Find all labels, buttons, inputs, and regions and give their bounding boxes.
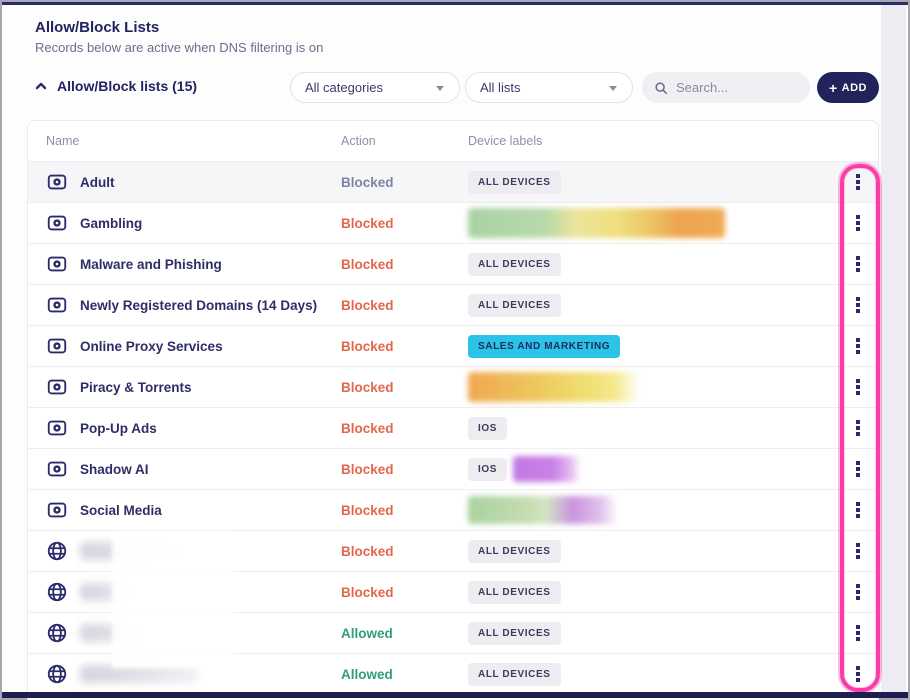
row-name: Newly Registered Domains (14 Days) — [80, 297, 318, 313]
add-button[interactable]: + ADD — [817, 72, 879, 103]
category-icon — [47, 461, 67, 477]
row-name: Social Media — [80, 502, 162, 518]
row-name: Piracy & Torrents — [80, 379, 192, 395]
scrollbar-gutter[interactable] — [881, 5, 906, 692]
row-action-status: Blocked — [341, 461, 394, 477]
device-label-badge: ALL DEVICES — [468, 539, 561, 563]
kebab-menu-button[interactable] — [848, 291, 868, 319]
redacted-device-label — [468, 496, 618, 524]
device-label-badge: ALL DEVICES — [468, 580, 561, 604]
kebab-menu-button[interactable] — [848, 209, 868, 237]
add-button-label: ADD — [841, 81, 868, 94]
row-action-status: Blocked — [341, 584, 394, 600]
category-icon — [47, 174, 67, 190]
page-title: Allow/Block Lists — [35, 19, 160, 36]
category-icon — [47, 338, 67, 354]
section-label: Allow/Block lists (15) — [57, 78, 198, 94]
category-icon — [47, 256, 67, 272]
table-row[interactable]: Gambling Blocked — [28, 202, 878, 243]
categories-filter-dropdown[interactable]: All categories — [290, 72, 460, 103]
table-row[interactable]: Online Proxy Services Blocked SALES AND MA… — [28, 325, 878, 366]
row-name: Online Proxy Services — [80, 338, 223, 354]
lists-filter-value: All lists — [480, 80, 521, 95]
device-label-badge: IOS — [468, 416, 508, 440]
row-action-status: Allowed — [341, 666, 393, 682]
device-label-badge: ALL DEVICES — [468, 621, 561, 645]
lists-filter-dropdown[interactable]: All lists — [465, 72, 633, 103]
device-label-badge: SALES AND MARKETING — [468, 334, 621, 358]
page-subtitle: Records below are active when DNS filter… — [35, 40, 324, 55]
kebab-menu-button[interactable] — [848, 578, 868, 606]
plus-icon: + — [828, 79, 838, 96]
row-action-status: Blocked — [341, 215, 394, 231]
row-name: Malware and Phishing — [80, 256, 222, 272]
row-action-status: Allowed — [341, 625, 393, 641]
device-label-badge: ALL DEVICES — [468, 662, 561, 686]
category-icon — [47, 420, 67, 436]
table-row[interactable]: Shadow AI Blocked IOS — [28, 448, 878, 489]
kebab-menu-button[interactable] — [848, 168, 868, 196]
section-collapse-toggle[interactable]: Allow/Block lists (15) — [35, 78, 197, 94]
row-action-status: Blocked — [341, 502, 394, 518]
chevron-up-icon — [35, 82, 47, 90]
column-header-name: Name — [46, 134, 80, 148]
kebab-menu-button[interactable] — [848, 455, 868, 483]
globe-icon — [47, 541, 67, 561]
row-action-status: Blocked — [341, 420, 394, 436]
row-action-status: Blocked — [341, 338, 394, 354]
search-placeholder: Search... — [676, 80, 729, 95]
row-action-status: Blocked — [341, 543, 394, 559]
row-action-status: Blocked — [341, 256, 394, 272]
row-name: Gambling — [80, 215, 143, 231]
kebab-menu-button[interactable] — [848, 496, 868, 524]
category-icon — [47, 297, 67, 313]
globe-icon — [47, 582, 67, 602]
category-icon — [47, 379, 67, 395]
redacted-name — [80, 665, 198, 683]
table-row[interactable]: Newly Registered Domains (14 Days) Blocke… — [28, 284, 878, 325]
kebab-menu-button[interactable] — [848, 619, 868, 647]
category-icon — [47, 502, 67, 518]
redaction-blur-overlay — [112, 532, 234, 668]
search-input[interactable]: Search... — [642, 72, 810, 103]
device-label-badge: ALL DEVICES — [468, 293, 561, 317]
kebab-menu-button[interactable] — [848, 373, 868, 401]
redacted-device-label — [513, 456, 582, 482]
categories-filter-value: All categories — [305, 80, 384, 95]
kebab-menu-button[interactable] — [848, 660, 868, 688]
device-label-badge: ALL DEVICES — [468, 170, 561, 194]
table-row[interactable]: Adult Blocked ALL DEVICES — [28, 161, 878, 202]
kebab-menu-button[interactable] — [848, 332, 868, 360]
category-icon — [47, 215, 67, 231]
window-top-border — [2, 2, 908, 5]
row-action-status: Blocked — [341, 379, 394, 395]
column-header-device-labels: Device labels — [468, 134, 543, 148]
chevron-down-icon — [609, 85, 617, 91]
window-bottom-border — [2, 692, 908, 698]
row-name: Adult — [80, 174, 115, 190]
table-row[interactable]: Piracy & Torrents Blocked — [28, 366, 878, 407]
row-action-status: Blocked — [341, 174, 394, 190]
device-label-badge: ALL DEVICES — [468, 252, 561, 276]
kebab-menu-button[interactable] — [848, 537, 868, 565]
chevron-down-icon — [436, 85, 444, 91]
kebab-menu-button[interactable] — [848, 250, 868, 278]
table-row[interactable]: Pop-Up Ads Blocked IOS — [28, 407, 878, 448]
row-name: Pop-Up Ads — [80, 420, 157, 436]
row-action-status: Blocked — [341, 297, 394, 313]
table-row[interactable]: Malware and Phishing Blocked ALL DEVICES — [28, 243, 878, 284]
column-header-action: Action — [341, 134, 376, 148]
redacted-device-label — [468, 372, 640, 402]
search-icon — [655, 81, 668, 94]
redacted-device-label — [468, 208, 725, 238]
table-row[interactable]: Social Media Blocked — [28, 489, 878, 530]
annotation-highlight-box — [840, 164, 880, 692]
device-label-badge: IOS — [468, 457, 508, 481]
globe-icon — [47, 664, 67, 684]
globe-icon — [47, 623, 67, 643]
kebab-menu-button[interactable] — [848, 414, 868, 442]
table-header-row: Name Action Device labels — [28, 121, 878, 161]
row-name: Shadow AI — [80, 461, 149, 477]
